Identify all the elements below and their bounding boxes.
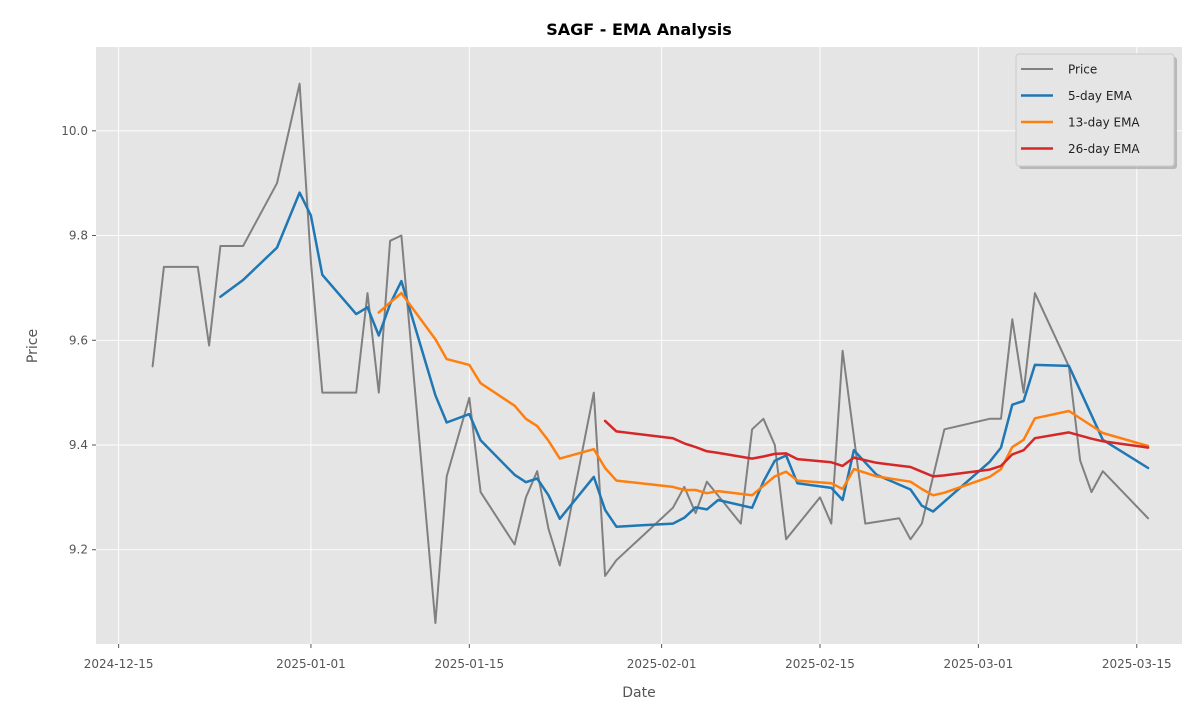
x-tick-label: 2025-01-01: [276, 657, 346, 671]
x-tick-label: 2025-02-01: [627, 657, 697, 671]
series-line-26-day-ema: [603, 419, 1150, 478]
y-tick-label: 9.2: [69, 543, 88, 557]
x-tick-label: 2025-03-01: [944, 657, 1014, 671]
legend-label: Price: [1068, 63, 1097, 77]
y-tick-label: 10.0: [61, 124, 88, 138]
grid-lines: [96, 47, 1182, 644]
legend-box: [1015, 53, 1175, 167]
chart-title: SAGF - EMA Analysis: [546, 20, 732, 39]
legend-label: 26-day EMA: [1068, 142, 1140, 156]
x-tick-label: 2025-03-15: [1102, 657, 1172, 671]
x-tick-label: 2025-01-15: [434, 657, 504, 671]
series-line-price: [151, 82, 1150, 625]
legend-label: 13-day EMA: [1068, 116, 1140, 130]
x-tick-label: 2024-12-15: [84, 657, 154, 671]
x-tick-label: 2025-02-15: [785, 657, 855, 671]
y-axis-title: Price: [25, 329, 41, 363]
y-tick-labels: 9.2 9.4 9.6 9.8 10.0: [61, 124, 96, 557]
y-tick-label: 9.6: [69, 333, 88, 347]
plot-area: [96, 47, 1182, 644]
series-lines: [151, 82, 1150, 625]
y-tick-label: 9.4: [69, 438, 88, 452]
legend: Price 5-day EMA 13-day EMA 26-day EMA: [1015, 53, 1177, 169]
series-line-5-day-ema: [219, 191, 1150, 528]
y-tick-label: 9.8: [69, 229, 88, 243]
legend-label: 5-day EMA: [1068, 89, 1133, 103]
x-tick-labels: 2024-12-15 2025-01-01 2025-01-15 2025-02-01…: [84, 644, 1172, 671]
x-axis-title: Date: [622, 685, 655, 701]
series-line-13-day-ema: [377, 291, 1150, 497]
